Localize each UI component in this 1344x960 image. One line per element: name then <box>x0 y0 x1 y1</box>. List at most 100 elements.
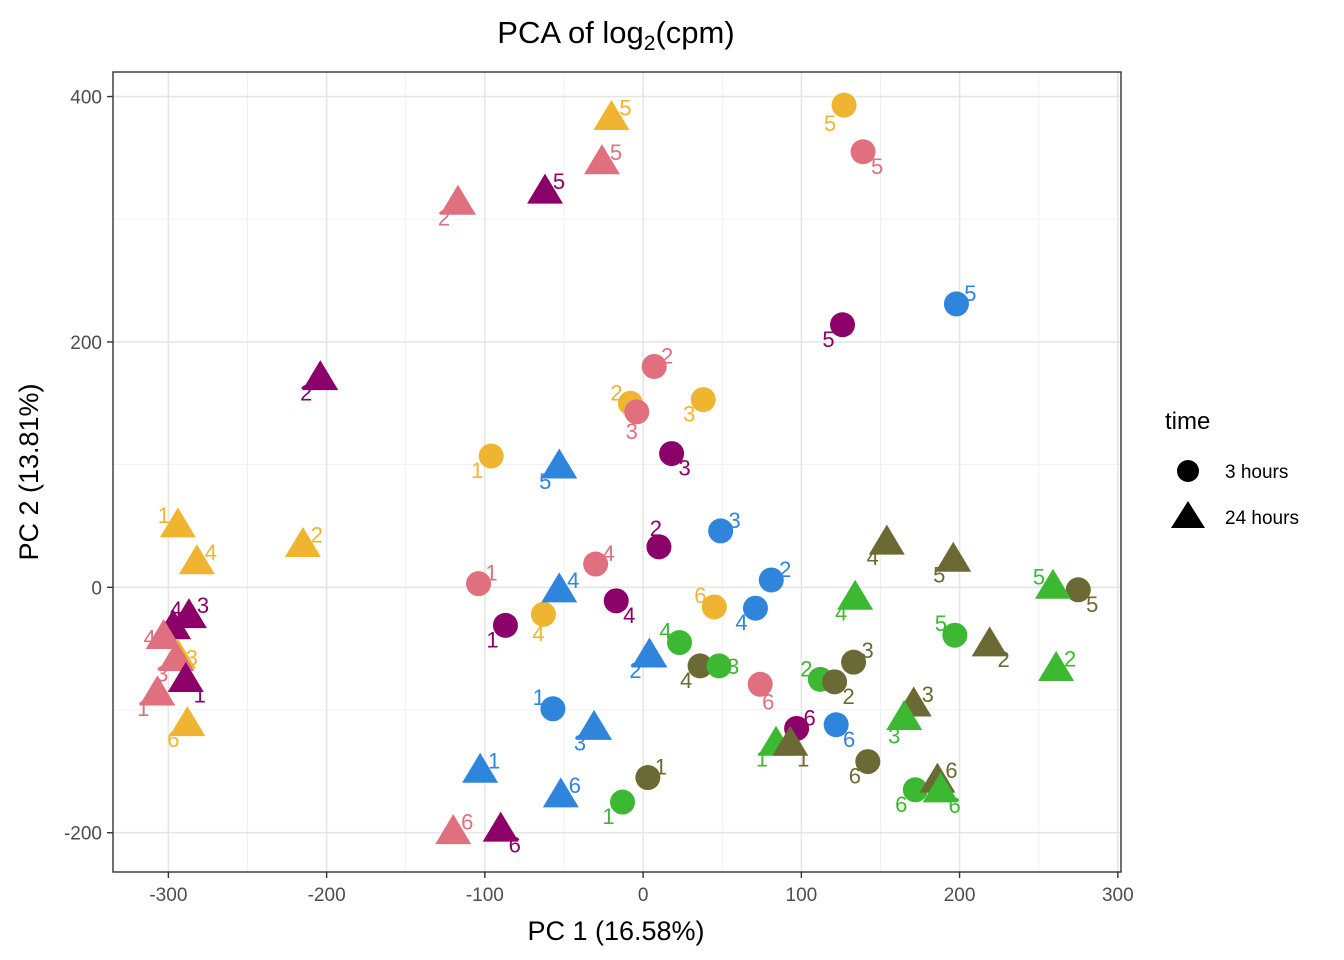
point-24-hours <box>462 752 499 783</box>
point-label: 3 <box>678 456 690 481</box>
point-label: 4 <box>567 568 579 593</box>
point-3-hours <box>1065 577 1091 603</box>
point-24-hours <box>159 507 196 538</box>
point-label: 4 <box>623 603 635 628</box>
point-24-hours <box>439 184 476 215</box>
point-24-hours <box>971 626 1008 657</box>
point-label: 4 <box>532 621 544 646</box>
point-label: 1 <box>602 804 614 829</box>
point-3-hours <box>747 671 773 697</box>
point-3-hours <box>708 518 734 544</box>
point-3-hours <box>583 551 609 577</box>
point-24-hours <box>541 448 578 479</box>
chart-title-subscript: 2 <box>644 32 656 55</box>
point-label: 3 <box>626 419 638 444</box>
point-3-hours <box>659 441 685 467</box>
point-3-hours <box>530 601 556 627</box>
point-3-hours <box>478 443 504 469</box>
point-24-hours <box>145 619 182 650</box>
point-label: 3 <box>727 654 739 679</box>
legend-circle-key <box>1177 460 1199 482</box>
point-3-hours <box>540 696 566 722</box>
point-label: 3 <box>729 508 741 533</box>
point-24-hours <box>837 579 874 610</box>
point-label: 3 <box>574 730 586 755</box>
point-label: 2 <box>1064 647 1076 672</box>
point-label: 5 <box>871 154 883 179</box>
point-3-hours <box>701 594 727 620</box>
point-3-hours <box>829 312 855 338</box>
point-24-hours <box>1034 568 1071 599</box>
point-3-hours <box>690 387 716 413</box>
point-3-hours <box>855 749 881 775</box>
point-3-hours <box>823 712 849 738</box>
point-label: 6 <box>509 832 521 857</box>
point-24-hours <box>935 541 972 572</box>
point-label: 2 <box>438 205 450 230</box>
point-24-hours <box>631 637 668 668</box>
point-label: 4 <box>659 619 671 644</box>
point-label: 6 <box>762 689 774 714</box>
point-3-hours <box>635 765 661 791</box>
point-24-hours <box>542 777 579 808</box>
point-label: 6 <box>843 727 855 752</box>
point-label: 1 <box>797 746 809 771</box>
point-3-hours <box>492 612 518 638</box>
y-tick-label: -200 <box>64 824 102 845</box>
point-label: 2 <box>629 658 641 683</box>
point-3-hours <box>610 789 636 815</box>
y-tick-label: 400 <box>70 88 102 109</box>
point-label: 2 <box>842 684 854 709</box>
point-label: 6 <box>461 810 473 835</box>
x-tick-label: -100 <box>466 885 504 906</box>
point-label: 1 <box>488 748 500 773</box>
point-3-hours <box>841 649 867 675</box>
point-3-hours <box>822 669 848 695</box>
point-label: 2 <box>661 343 673 368</box>
point-label: 4 <box>170 597 182 622</box>
point-label: 6 <box>167 727 179 752</box>
point-24-hours <box>527 173 563 204</box>
point-3-hours <box>624 399 650 425</box>
point-label: 6 <box>849 764 861 789</box>
chart-title: PCA of log2(cpm) <box>497 15 734 55</box>
point-24-hours <box>169 706 206 737</box>
point-label: 6 <box>895 792 907 817</box>
point-label: 1 <box>485 561 497 586</box>
point-24-hours <box>886 700 923 731</box>
point-label: 5 <box>822 327 834 352</box>
point-label: 1 <box>158 503 170 528</box>
point-3-hours <box>641 353 667 379</box>
point-24-hours <box>302 360 339 391</box>
point-label: 1 <box>194 683 206 708</box>
point-24-hours <box>435 814 472 845</box>
point-3-hours <box>646 534 672 560</box>
chart-title-suffix: (cpm) <box>655 15 734 50</box>
x-tick-label: 200 <box>944 885 976 906</box>
point-label: 6 <box>694 583 706 608</box>
legend-label-24-hours: 24 hours <box>1225 508 1299 529</box>
point-label: 5 <box>539 469 551 494</box>
x-tick-label: -200 <box>308 885 346 906</box>
point-label: 4 <box>735 610 747 635</box>
point-label: 2 <box>610 380 622 405</box>
point-3-hours <box>603 588 629 614</box>
y-tick-label: 0 <box>91 578 102 599</box>
point-label: 2 <box>779 557 791 582</box>
point-label: 1 <box>137 696 149 721</box>
x-axis-title: PC 1 (16.58%) <box>527 916 704 946</box>
point-3-hours <box>942 622 968 648</box>
point-label: 2 <box>311 523 323 548</box>
point-label: 3 <box>888 724 900 749</box>
point-24-hours <box>583 144 620 175</box>
point-3-hours <box>758 567 784 593</box>
point-label: 4 <box>680 668 692 693</box>
point-24-hours <box>178 544 215 575</box>
point-24-hours <box>482 811 519 842</box>
point-24-hours <box>1038 650 1075 681</box>
point-label: 5 <box>933 562 945 587</box>
point-3-hours <box>902 777 928 803</box>
point-3-hours <box>667 630 693 656</box>
point-label: 3 <box>197 593 209 618</box>
